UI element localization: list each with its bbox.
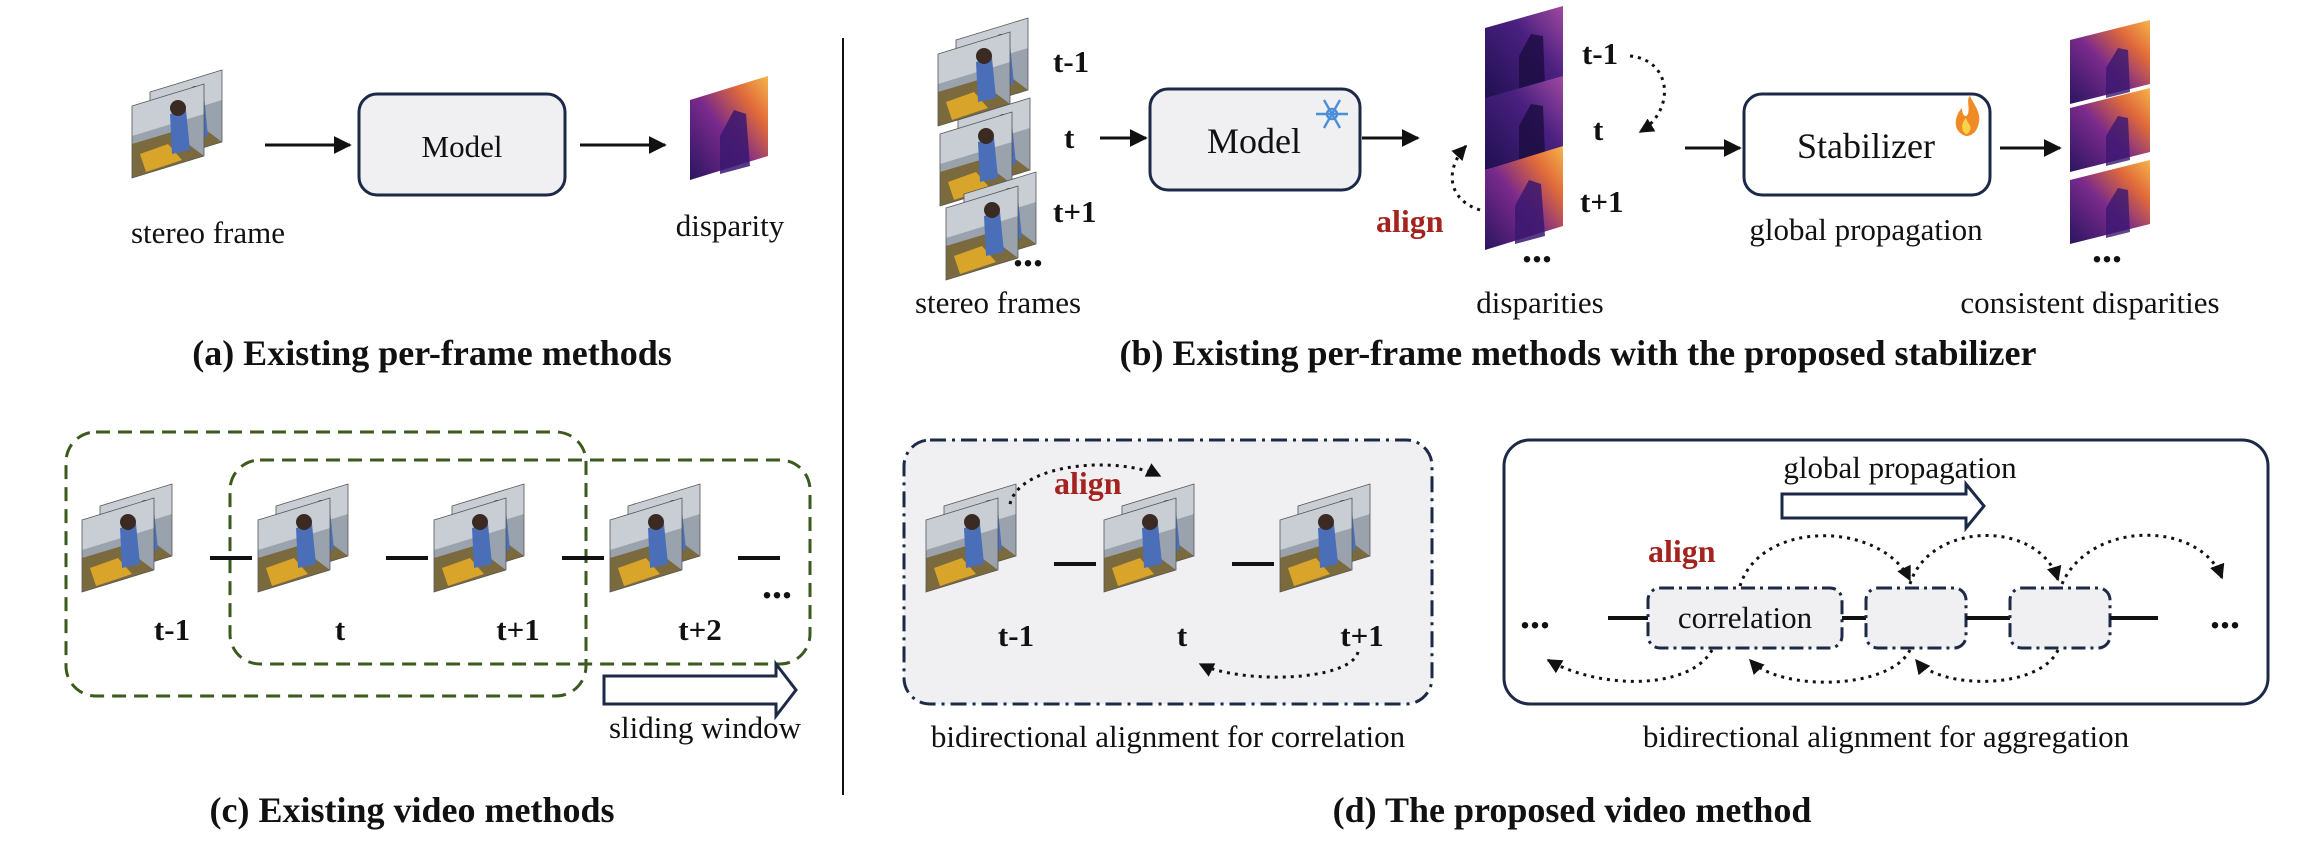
consistent-disparities-label: consistent disparities xyxy=(1960,285,2219,320)
caption-b: (b) Existing per-frame methods with the … xyxy=(1120,333,2037,373)
agg-ellipsis-left: ... xyxy=(1520,592,1550,637)
video-frame-3 xyxy=(434,484,524,592)
correlation-subcaption: bidirectional alignment for correlation xyxy=(931,719,1406,754)
video-frame-label-3: t+1 xyxy=(496,612,540,647)
aggregation-box-2 xyxy=(2010,588,2110,648)
stabilizer-label: Stabilizer xyxy=(1797,126,1935,166)
caption-c: (c) Existing video methods xyxy=(210,790,615,830)
video-frame-label-4: t+2 xyxy=(678,612,722,647)
panel-b: t-1 t t+1 ... stereo frames Model t-1 t … xyxy=(915,6,2220,373)
global-propagation-label-d: global propagation xyxy=(1783,450,2017,485)
disp-label-t: t xyxy=(1593,112,1604,147)
frames-ellipsis: ... xyxy=(1013,230,1043,275)
video-frame-label-1: t-1 xyxy=(154,612,190,647)
caption-a: (a) Existing per-frame methods xyxy=(192,333,672,373)
stereo-frames-label: stereo frames xyxy=(915,285,1081,320)
align-arrow-top xyxy=(1630,56,1664,132)
panel-c: ... t-1 t t+1 t+2 sliding window (c) Exi… xyxy=(66,432,810,830)
stereo-frame-label: stereo frame xyxy=(131,215,285,250)
corr-frame-label-1: t-1 xyxy=(998,618,1034,653)
aggregation-box-1 xyxy=(1866,588,1966,648)
video-frame-label-2: t xyxy=(335,612,346,647)
caption-d: (d) The proposed video method xyxy=(1333,790,1812,830)
panel-d: align t-1 t t+1 bidirectional alignment … xyxy=(904,440,2268,830)
correlation-label: correlation xyxy=(1678,600,1813,635)
align-arrow-bottom xyxy=(1452,146,1480,210)
aggregation-subcaption: bidirectional alignment for aggregation xyxy=(1643,719,2130,754)
panel-a: Model stereo frame disparity (a) Existin… xyxy=(131,70,785,373)
global-propagation-label-b: global propagation xyxy=(1749,212,1983,247)
disparity-image xyxy=(690,76,768,180)
agg-ellipsis-right: ... xyxy=(2210,592,2240,637)
disparities-label: disparities xyxy=(1476,285,1603,320)
align-label-b: align xyxy=(1376,203,1444,239)
video-frame-2 xyxy=(258,484,348,592)
align-label-d-left: align xyxy=(1054,465,1122,501)
video-frame-1 xyxy=(82,484,172,592)
corr-frame-label-2: t xyxy=(1177,618,1188,653)
stereo-frame-image xyxy=(132,70,222,178)
video-ellipsis: ... xyxy=(762,562,792,607)
disparity-label: disparity xyxy=(676,208,785,243)
corr-frame-label-3: t+1 xyxy=(1340,618,1384,653)
model-label-b: Model xyxy=(1207,121,1301,161)
video-frame-4 xyxy=(610,484,700,592)
sliding-window-arrow xyxy=(604,664,796,716)
model-label: Model xyxy=(422,129,503,164)
consistent-ellipsis: ... xyxy=(2092,226,2122,271)
frame-label-t+1: t+1 xyxy=(1053,194,1097,229)
disp-label-t-1: t-1 xyxy=(1582,36,1618,71)
align-label-d-right: align xyxy=(1648,533,1716,569)
frame-label-t: t xyxy=(1064,120,1075,155)
frame-label-t-1: t-1 xyxy=(1053,44,1089,79)
disparities-ellipsis: ... xyxy=(1522,226,1552,271)
disp-label-t+1: t+1 xyxy=(1580,184,1624,219)
sliding-window-label: sliding window xyxy=(609,710,802,745)
